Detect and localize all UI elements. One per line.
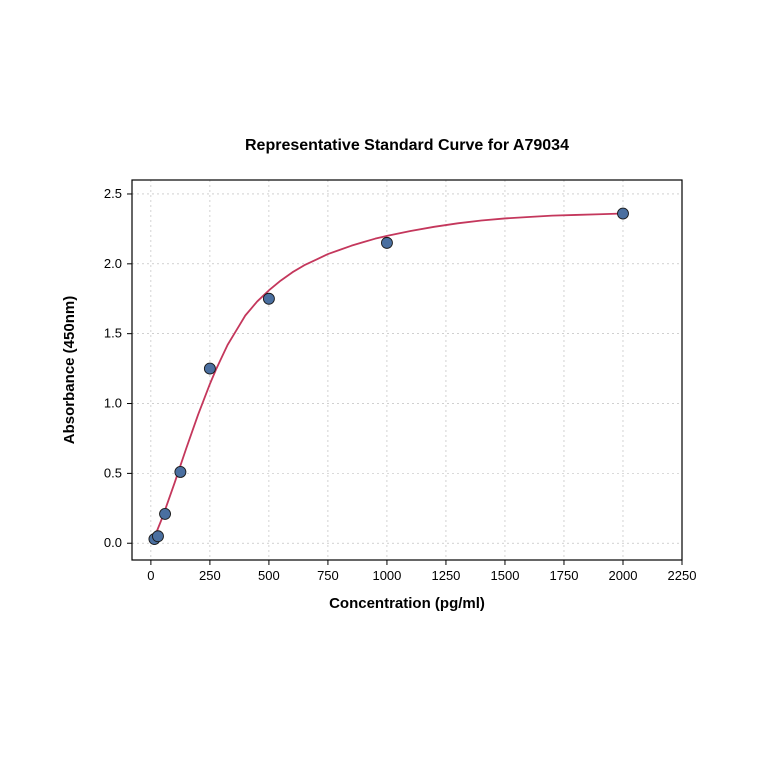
y-axis-label: Absorbance (450nm)	[61, 295, 78, 443]
x-axis-label: Concentration (pg/ml)	[329, 595, 485, 612]
x-tick-label: 1250	[431, 568, 460, 583]
x-tick-label: 500	[258, 568, 280, 583]
x-tick-label: 1000	[372, 568, 401, 583]
data-point	[160, 508, 171, 519]
y-tick-label: 0.0	[104, 535, 122, 550]
x-tick-label: 1500	[491, 568, 520, 583]
x-tick-label: 750	[317, 568, 339, 583]
x-tick-label: 250	[199, 568, 221, 583]
y-tick-label: 1.5	[104, 325, 122, 340]
data-point	[152, 530, 163, 541]
x-tick-label: 0	[147, 568, 154, 583]
data-point	[381, 237, 392, 248]
data-point	[263, 293, 274, 304]
y-tick-label: 2.5	[104, 185, 122, 200]
data-point	[175, 466, 186, 477]
y-tick-label: 2.0	[104, 255, 122, 270]
y-tick-label: 0.5	[104, 465, 122, 480]
data-point	[617, 208, 628, 219]
y-tick-label: 1.0	[104, 395, 122, 410]
x-tick-label: 1750	[550, 568, 579, 583]
chart-title: Representative Standard Curve for A79034	[245, 137, 569, 154]
x-tick-label: 2000	[609, 568, 638, 583]
x-tick-label: 2250	[668, 568, 697, 583]
standard-curve-chart: 0 250 500 750 1000 1250 1500 1750 2000 2250 0.0 0.5…	[32, 120, 732, 640]
data-point	[204, 363, 215, 374]
chart-container: 0 250 500 750 1000 1250 1500 1750 2000 2250 0.0 0.5…	[32, 120, 732, 645]
